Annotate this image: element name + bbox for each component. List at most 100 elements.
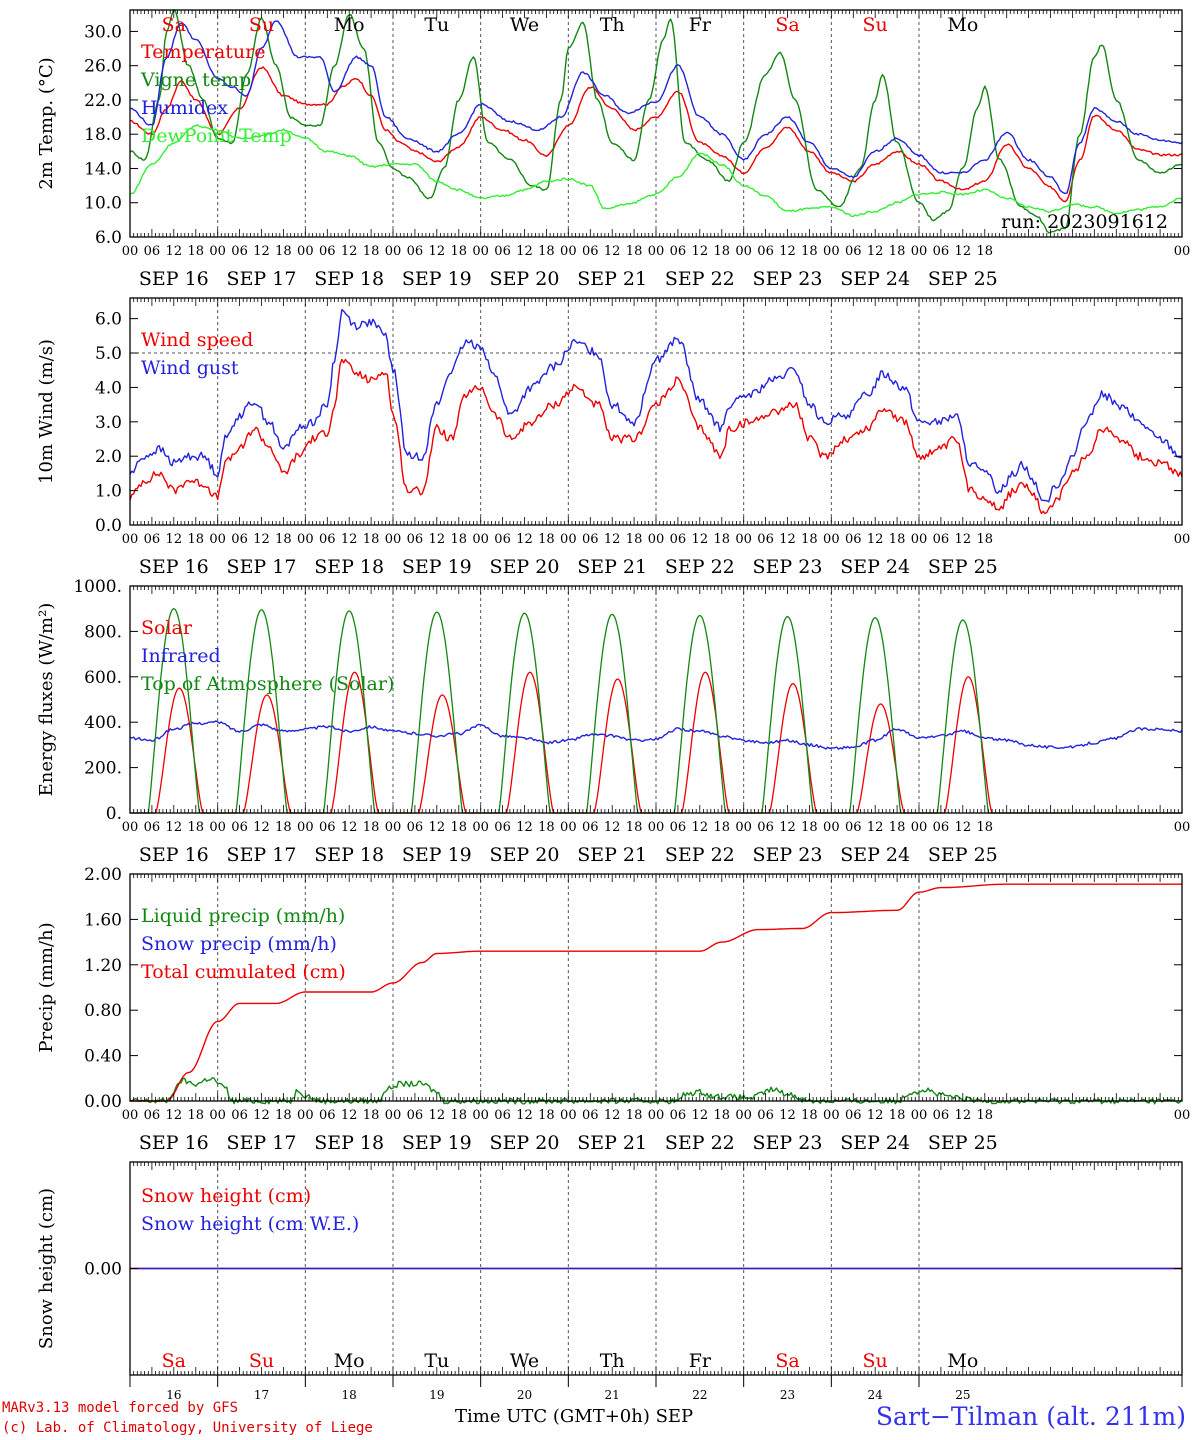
bottom-day-label: Th	[600, 1350, 625, 1372]
panel4-date-label: SEP 19	[402, 1132, 472, 1154]
panel1-hour-label: 00	[122, 244, 139, 259]
panel4-date-label: SEP 18	[314, 1132, 384, 1154]
panel4-date-label: SEP 17	[227, 1132, 297, 1154]
panel2-date-label: SEP 25	[928, 556, 998, 578]
panel1-ytick-label: 14.0	[84, 159, 122, 179]
panel2-date-label: SEP 20	[490, 556, 560, 578]
panel4-hour-label: 06	[231, 1108, 248, 1123]
panel4-y-axis-label: Precip (mm/h)	[36, 922, 57, 1052]
panel4-hour-label: 00	[209, 1108, 226, 1123]
panel2-hour-label: 06	[845, 532, 862, 547]
panel1-ytick-label: 26.0	[84, 57, 122, 77]
panel3-hour-label: 06	[582, 820, 599, 835]
panel4-hour-label: 12	[692, 1108, 709, 1123]
panel1-hour-label: 06	[845, 244, 862, 259]
panel1-hour-label: 18	[538, 244, 555, 259]
panel1-ytick-label: 18.0	[84, 125, 122, 145]
panel3-hour-label: 12	[166, 820, 183, 835]
panel2-hour-label: 00	[209, 532, 226, 547]
panel4-hour-label: 12	[253, 1108, 270, 1123]
bottom-day-number: 17	[254, 1388, 269, 1402]
panel1-hour-label: 18	[801, 244, 818, 259]
panel3-hour-label: 12	[516, 820, 533, 835]
panel1-ytick-label: 22.0	[84, 91, 122, 111]
panel2-ytick-label: 0.0	[95, 516, 122, 536]
panel2-hour-label: 18	[363, 532, 380, 547]
station-title: Sart−Tilman (alt. 211m)	[875, 1402, 1186, 1431]
panel1-date-label: SEP 16	[139, 268, 209, 290]
panel1-hour-label: 06	[494, 244, 511, 259]
panel2-ytick-label: 1.0	[95, 482, 122, 502]
panel1-hour-label: 18	[275, 244, 292, 259]
panel1-date-label: SEP 17	[227, 268, 297, 290]
panel2-hour-label: 06	[494, 532, 511, 547]
panel5-legend-1: Snow height (cm W.E.)	[141, 1213, 359, 1235]
panel4-hour-label: 18	[538, 1108, 555, 1123]
panel4-hour-label: 00	[560, 1108, 577, 1123]
panel3-hour-label: 18	[538, 820, 555, 835]
panel5-y-axis-label: Snow height (cm)	[36, 1188, 57, 1349]
panel2-hour-label: 06	[582, 532, 599, 547]
panel3-hour-label: 06	[231, 820, 248, 835]
panel4-ytick-label: 1.60	[84, 910, 122, 930]
panel3-hour-label: 18	[713, 820, 730, 835]
panel2-hour-label: 12	[779, 532, 796, 547]
panel2-date-label: SEP 19	[402, 556, 472, 578]
panel1-date-label: SEP 25	[928, 268, 998, 290]
panel3-legend-0: Solar	[141, 617, 193, 639]
panel1-ytick-label: 10.0	[84, 194, 122, 214]
panel4-hour-label: 00	[823, 1108, 840, 1123]
panel3-ytick-label: 1000.	[73, 577, 122, 597]
panel1-hour-label: 12	[166, 244, 183, 259]
panel2-hour-label: 06	[757, 532, 774, 547]
panel2-series-wind-speed	[129, 358, 1183, 515]
panel3-hour-label: 00	[560, 820, 577, 835]
panel1-series-humidex	[129, 20, 1183, 195]
panel4-hour-label: 06	[407, 1108, 424, 1123]
panel1-date-label: SEP 23	[753, 268, 823, 290]
panel2-date-label: SEP 21	[577, 556, 647, 578]
panel4-ytick-label: 2.00	[84, 865, 122, 885]
panel2-date-label: SEP 23	[753, 556, 823, 578]
panel4-hour-label: 06	[494, 1108, 511, 1123]
panel1-hour-label: 18	[187, 244, 204, 259]
panel3-date-label: SEP 24	[840, 844, 910, 866]
panel3-hour-label: 00	[823, 820, 840, 835]
panel4-hour-label: 18	[363, 1108, 380, 1123]
panel4-hour-label: 06	[582, 1108, 599, 1123]
panel3-ytick-label: 200.	[84, 759, 122, 779]
panel1-legend-3: DewPoint Temp	[141, 125, 292, 147]
panel2-hour-label: 18	[626, 532, 643, 547]
panel2-ytick-label: 2.0	[95, 447, 122, 467]
bottom-day-label: Mo	[334, 1350, 365, 1372]
panel1-hour-label: 06	[582, 244, 599, 259]
panel3-hour-label: 18	[275, 820, 292, 835]
panel2-hour-label: 00	[911, 532, 928, 547]
panel2-hour-label: 12	[429, 532, 446, 547]
panel1-legend-1: Vigne temp	[140, 69, 251, 91]
panel2-hour-label: 18	[889, 532, 906, 547]
panel2-date-label: SEP 18	[314, 556, 384, 578]
panel1-hour-label: 12	[516, 244, 533, 259]
panel1-hour-label: 06	[670, 244, 687, 259]
panel3-hour-label: 12	[341, 820, 358, 835]
panel1-hour-label: 00	[1174, 244, 1191, 259]
panel1-hour-label: 12	[253, 244, 270, 259]
panel4-hour-label: 18	[626, 1108, 643, 1123]
bottom-day-number: 19	[429, 1388, 444, 1402]
panel2-hour-label: 12	[692, 532, 709, 547]
model-credit: MARv3.13 model forced by GFS	[2, 1400, 239, 1416]
bottom-day-number: 20	[517, 1388, 532, 1402]
panel4-hour-label: 06	[757, 1108, 774, 1123]
panel1-ytick-label: 6.0	[95, 228, 122, 248]
panel4-ytick-label: 0.40	[84, 1047, 122, 1067]
panel4-date-label: SEP 22	[665, 1132, 735, 1154]
panel1-series-dewpoint-temp	[129, 123, 1183, 218]
panel4-date-label: SEP 23	[753, 1132, 823, 1154]
bottom-day-label: Tu	[424, 1350, 449, 1372]
panel1-hour-label: 12	[429, 244, 446, 259]
panel4-hour-label: 12	[341, 1108, 358, 1123]
top-day-label: Fr	[689, 14, 712, 36]
panel4-hour-label: 12	[516, 1108, 533, 1123]
panel4-hour-ticks	[129, 874, 1183, 1101]
